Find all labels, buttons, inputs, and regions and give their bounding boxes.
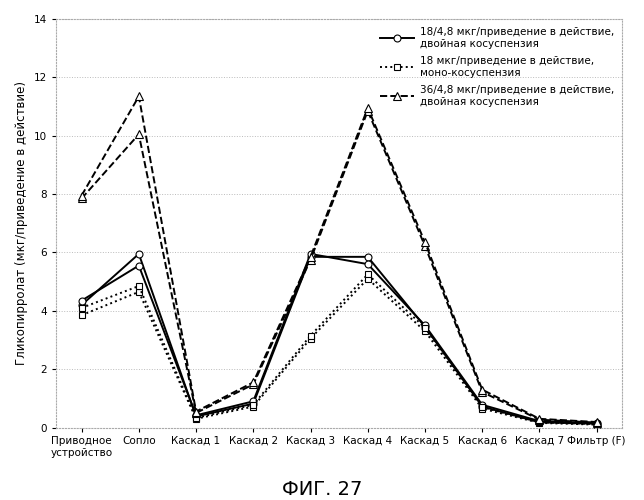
Y-axis label: Гликопирролат (мкг/приведение в действие): Гликопирролат (мкг/приведение в действие… — [15, 82, 28, 366]
Legend: 18/4,8 мкг/приведение в действие,
двойная косуспензия, 18 мкг/приведение в дейст: 18/4,8 мкг/приведение в действие, двойна… — [377, 24, 617, 110]
Text: ФИГ. 27: ФИГ. 27 — [282, 480, 362, 499]
